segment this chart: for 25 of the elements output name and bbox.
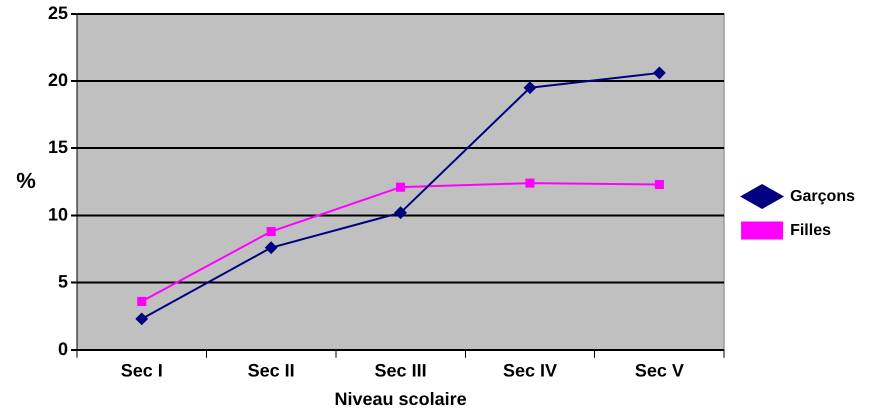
point [525,178,534,188]
point [265,242,278,254]
y-tick-label: 15 [48,137,68,158]
point [136,312,148,325]
y-tick-label: 25 [48,2,68,23]
y-tick-label: 20 [48,70,68,90]
point [524,82,536,94]
x-tick-label: Sec I [120,360,163,381]
point [396,182,406,192]
point [266,226,276,236]
y-tick-label: 5 [58,272,68,292]
y-axis-title: % [16,168,36,193]
x-tick-label: Sec V [634,360,684,381]
x-axis-title: Niveau scolaire [334,389,467,410]
legend-label: Garçons [790,188,856,205]
x-tick-label: Sec III [374,360,427,381]
point [137,296,146,306]
y-tick-label: 10 [48,204,68,224]
legend-label: Filles [790,222,832,239]
x-tick-label: Sec IV [502,360,557,381]
point [653,66,666,79]
point [394,206,407,219]
x-tick-label: Sec II [248,360,295,381]
point [654,180,664,190]
y-tick-label: 0 [58,338,68,359]
